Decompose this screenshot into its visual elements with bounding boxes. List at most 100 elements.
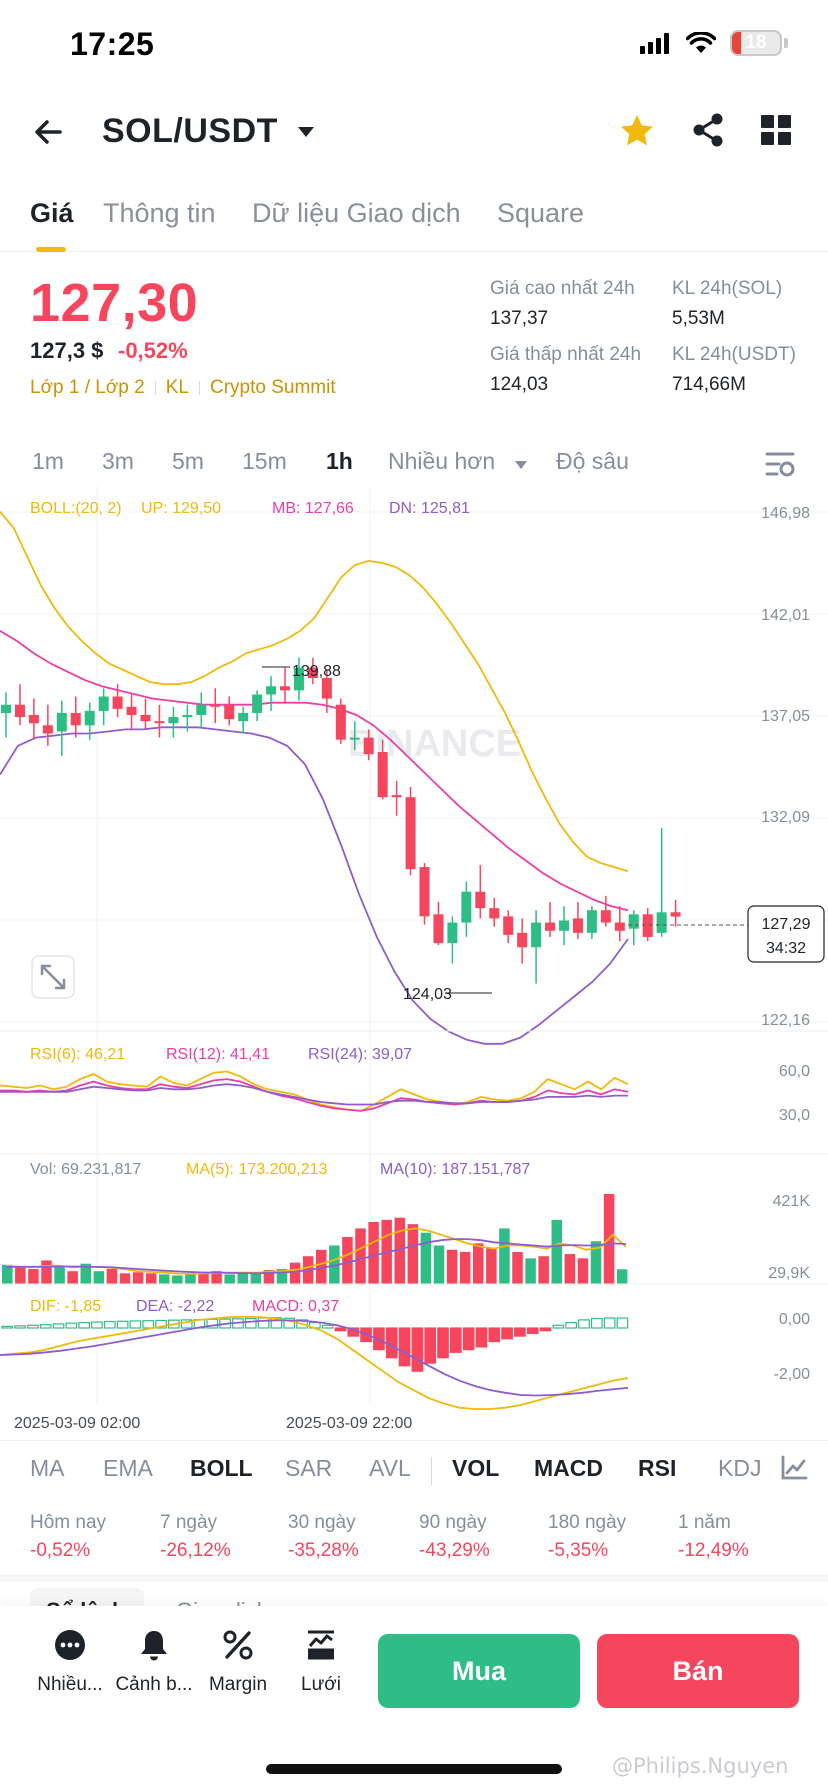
binance-watermark: BINANCE: [348, 723, 521, 765]
volume-bar: [224, 1274, 235, 1284]
volume-bar: [106, 1269, 118, 1284]
candle-body: [154, 721, 165, 724]
tag-list: Lớp 1 / Lớp 2 KL Crypto Summit: [30, 377, 336, 399]
alert-button[interactable]: Cảnh b...: [109, 1628, 199, 1696]
indicator-settings-icon[interactable]: [780, 1455, 808, 1481]
tag-volume[interactable]: KL: [165, 377, 189, 398]
perf-7d: 7 ngày -26,12%: [160, 1512, 231, 1562]
volume-bar: [80, 1263, 91, 1284]
perf-180d: 180 ngày -5,35%: [548, 1512, 626, 1562]
interval-1h[interactable]: 1h: [326, 448, 353, 474]
indicator-boll[interactable]: BOLL: [190, 1455, 253, 1481]
stat-label: Giá thấp nhất 24h: [490, 344, 642, 365]
candle-body: [391, 795, 402, 798]
pair-selector[interactable]: SOL/USDT: [102, 112, 278, 150]
macd-bar: [65, 1322, 78, 1329]
buy-button[interactable]: Mua: [378, 1634, 580, 1708]
volume-bar: [119, 1273, 131, 1284]
rsi-tick: 30,0: [779, 1107, 810, 1124]
author-watermark: @Philips.Nguyen: [612, 1754, 789, 1778]
macd-bar: [116, 1320, 129, 1329]
sell-button[interactable]: Bán: [597, 1634, 799, 1708]
candle-body: [349, 737, 360, 740]
candle-body: [84, 710, 95, 726]
perf-90d: 90 ngày -43,29%: [419, 1512, 490, 1562]
bollinger-bands: [0, 511, 629, 1045]
more-dots-icon: [55, 1630, 85, 1660]
perf-label: 180 ngày: [548, 1512, 627, 1533]
tab-info[interactable]: Thông tin: [103, 198, 216, 228]
boll-lower-line: [0, 726, 629, 1045]
volume-bar: [263, 1270, 275, 1284]
back-arrow-icon[interactable]: [30, 112, 70, 152]
grid-menu-icon[interactable]: [760, 114, 792, 146]
volume-bar: [159, 1274, 170, 1284]
volume-bar: [316, 1249, 327, 1284]
interval-1m[interactable]: 1m: [32, 448, 64, 474]
macd-bar: [616, 1317, 629, 1329]
indicator-avl[interactable]: AVL: [369, 1455, 411, 1481]
tag-layer[interactable]: Lớp 1 / Lớp 2: [30, 377, 145, 398]
candle-body: [377, 752, 388, 798]
favorite-star-icon[interactable]: [618, 112, 656, 150]
perf-label: Hôm nay: [30, 1512, 107, 1533]
stat-value: 5,53M: [672, 308, 725, 329]
share-icon[interactable]: [690, 112, 726, 148]
macd-histogram: [0, 1315, 629, 1410]
tab-square[interactable]: Square: [497, 198, 585, 228]
depth-chart-tab[interactable]: Độ sâu: [556, 448, 629, 474]
grid-label: Lưới: [301, 1674, 341, 1695]
indicator-sar[interactable]: SAR: [285, 1455, 333, 1481]
rsi6-line: [0, 1070, 629, 1112]
bell-icon: [141, 1631, 167, 1661]
volume-bar: [250, 1273, 262, 1284]
margin-label: Margin: [208, 1674, 268, 1695]
low-marker: 124,03: [403, 986, 452, 1003]
volume-bar: [15, 1266, 26, 1284]
caret-down-icon[interactable]: [514, 460, 528, 470]
tab-trading-data[interactable]: Dữ liệu Giao dịch: [252, 198, 461, 228]
battery-level: 18: [745, 32, 767, 53]
macd-bar: [475, 1327, 488, 1348]
macd-bar: [155, 1319, 167, 1329]
indicator-vol[interactable]: VOL: [452, 1455, 500, 1481]
candle-body: [586, 910, 597, 933]
interval-15m[interactable]: 15m: [242, 448, 287, 474]
indicator-ma[interactable]: MA: [30, 1455, 65, 1481]
caret-down-icon[interactable]: [296, 124, 316, 140]
volume-bar: [211, 1271, 222, 1284]
volume-bar: [342, 1236, 353, 1284]
candlestick-chart[interactable]: BOLL:(20, 2) UP: 129,50 MB: 127,66 DN: 1…: [0, 486, 828, 1440]
volume-bar: [132, 1272, 144, 1284]
expand-chart-button[interactable]: [31, 955, 75, 999]
interval-3m[interactable]: 3m: [102, 448, 134, 474]
indicator-macd[interactable]: MACD: [534, 1455, 603, 1481]
interval-5m[interactable]: 5m: [172, 448, 204, 474]
candle-body: [280, 686, 290, 691]
macd-bar: [385, 1327, 398, 1359]
volume-bar: [459, 1251, 471, 1284]
interval-more[interactable]: Nhiều hơn: [388, 448, 496, 474]
indicator-kdj[interactable]: KDJ: [718, 1455, 762, 1481]
chart-settings-icon[interactable]: [765, 450, 795, 478]
expand-icon: [40, 964, 66, 990]
dif-line: [0, 1315, 629, 1410]
home-indicator[interactable]: [266, 1764, 562, 1774]
y-tick: 146,98: [761, 505, 810, 522]
tab-price[interactable]: Giá: [30, 198, 74, 228]
current-price-label: 127,29: [762, 916, 811, 933]
margin-button[interactable]: Margin: [193, 1628, 283, 1696]
more-button[interactable]: Nhiều...: [25, 1628, 115, 1696]
candle-body: [182, 715, 193, 718]
macd-bar: [78, 1321, 90, 1329]
indicator-rsi[interactable]: RSI: [638, 1455, 677, 1481]
rsi24-line: [0, 1083, 628, 1106]
candle-body: [168, 717, 179, 724]
indicator-ema[interactable]: EMA: [103, 1455, 153, 1481]
grid-trading-button[interactable]: Lưới: [276, 1628, 366, 1696]
macd-bar: [14, 1325, 26, 1329]
volume-bar: [407, 1224, 419, 1284]
last-price: 127,30: [30, 273, 199, 333]
volume-bar: [198, 1272, 209, 1284]
tag-crypto-summit[interactable]: Crypto Summit: [209, 377, 336, 398]
